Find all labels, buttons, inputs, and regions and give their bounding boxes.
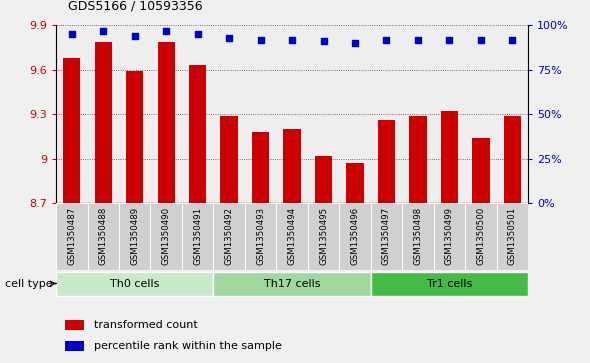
Point <box>224 35 234 41</box>
Bar <box>402 25 434 203</box>
Bar <box>497 203 528 270</box>
Bar <box>465 25 497 203</box>
Text: Th0 cells: Th0 cells <box>110 278 159 289</box>
Text: GSM1350500: GSM1350500 <box>476 207 486 265</box>
Bar <box>87 25 119 203</box>
Bar <box>441 111 458 203</box>
Bar <box>126 72 143 203</box>
Bar <box>150 25 182 203</box>
Point <box>382 37 391 42</box>
Point <box>350 40 360 46</box>
Text: GSM1350487: GSM1350487 <box>67 207 76 265</box>
Bar <box>94 42 112 203</box>
Point <box>162 28 171 34</box>
Bar <box>409 116 427 203</box>
Bar <box>56 25 87 203</box>
Bar <box>158 42 175 203</box>
Bar <box>371 25 402 203</box>
Text: GSM1350489: GSM1350489 <box>130 207 139 265</box>
Bar <box>339 25 371 203</box>
Bar <box>465 203 497 270</box>
Bar <box>504 116 521 203</box>
Bar <box>276 25 308 203</box>
Bar <box>221 116 238 203</box>
Bar <box>150 203 182 270</box>
Text: GSM1350495: GSM1350495 <box>319 207 328 265</box>
Bar <box>283 129 301 203</box>
Text: cell type: cell type <box>5 278 53 289</box>
Text: GSM1350499: GSM1350499 <box>445 207 454 265</box>
Text: percentile rank within the sample: percentile rank within the sample <box>94 341 281 351</box>
Text: GSM1350491: GSM1350491 <box>193 207 202 265</box>
Bar <box>252 132 269 203</box>
Point <box>319 38 328 44</box>
Point <box>413 37 422 42</box>
Bar <box>214 203 245 270</box>
Bar <box>119 203 150 270</box>
Bar <box>276 203 308 270</box>
Bar <box>339 203 371 270</box>
Text: Tr1 cells: Tr1 cells <box>427 278 472 289</box>
Text: GSM1350488: GSM1350488 <box>99 207 108 265</box>
Text: transformed count: transformed count <box>94 320 198 330</box>
Bar <box>56 272 214 296</box>
Bar <box>245 25 276 203</box>
Bar <box>315 156 332 203</box>
Text: Th17 cells: Th17 cells <box>264 278 320 289</box>
Text: GSM1350498: GSM1350498 <box>414 207 422 265</box>
Text: GSM1350501: GSM1350501 <box>508 207 517 265</box>
Bar <box>346 163 363 203</box>
Bar <box>65 320 84 330</box>
Bar <box>119 25 150 203</box>
Point <box>256 37 266 42</box>
Bar <box>371 203 402 270</box>
Text: GDS5166 / 10593356: GDS5166 / 10593356 <box>68 0 202 13</box>
Bar <box>182 203 214 270</box>
Bar <box>434 203 465 270</box>
Bar <box>434 25 465 203</box>
Bar <box>87 203 119 270</box>
Text: GSM1350490: GSM1350490 <box>162 207 171 265</box>
Bar <box>402 203 434 270</box>
Point <box>99 28 108 34</box>
Bar <box>371 272 528 296</box>
Text: GSM1350492: GSM1350492 <box>225 207 234 265</box>
Point <box>507 37 517 42</box>
Bar <box>214 25 245 203</box>
Point <box>476 37 486 42</box>
Text: GSM1350493: GSM1350493 <box>256 207 265 265</box>
Bar <box>65 341 84 351</box>
Bar <box>189 65 206 203</box>
Bar <box>378 120 395 203</box>
Bar <box>56 203 87 270</box>
Point <box>287 37 297 42</box>
Bar <box>308 25 339 203</box>
Bar <box>245 203 276 270</box>
Point <box>445 37 454 42</box>
Text: GSM1350494: GSM1350494 <box>287 207 297 265</box>
Bar <box>497 25 528 203</box>
Point <box>67 31 77 37</box>
Bar <box>214 272 371 296</box>
Text: GSM1350497: GSM1350497 <box>382 207 391 265</box>
Bar <box>472 138 490 203</box>
Bar <box>308 203 339 270</box>
Text: GSM1350496: GSM1350496 <box>350 207 359 265</box>
Point <box>130 33 139 39</box>
Point <box>193 31 202 37</box>
Bar <box>182 25 214 203</box>
Bar <box>63 58 80 203</box>
